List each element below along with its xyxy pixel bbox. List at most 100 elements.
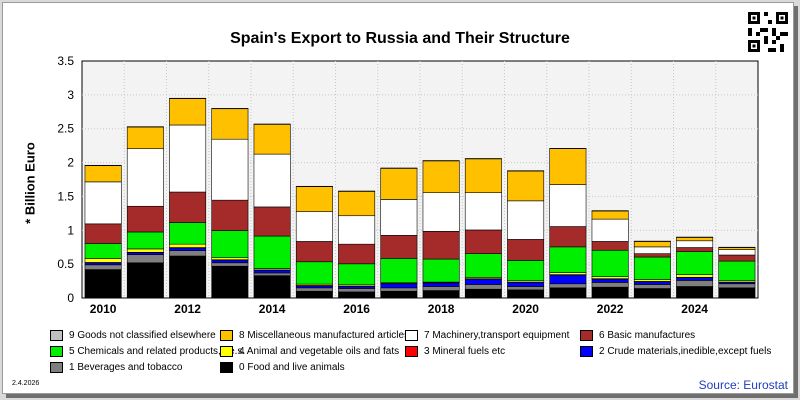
bar-segment (380, 258, 418, 284)
bar-segment (380, 168, 418, 200)
bar-segment (676, 237, 714, 242)
y-tick-label: 3.5 (57, 54, 74, 68)
bar-segment (295, 287, 333, 292)
legend-swatch (50, 330, 63, 341)
bar-segment (84, 181, 122, 225)
legend-label: 4 Animal and vegetable oils and fats (239, 346, 400, 357)
x-tick-label: 2016 (343, 302, 370, 316)
bar-segment (464, 278, 502, 285)
bar-segment (295, 241, 333, 263)
bar-segment (380, 235, 418, 259)
bar-segment (633, 284, 671, 289)
legend-item: 3 Mineral fuels etc (405, 346, 505, 357)
bar-segment (169, 243, 207, 248)
bar-segment (169, 255, 207, 299)
legend-swatch (405, 346, 418, 357)
legend-swatch (50, 346, 63, 357)
bar-segment (338, 288, 376, 293)
bar-segment (422, 258, 460, 283)
bar-segment (380, 290, 418, 299)
bar-segment (380, 283, 418, 289)
bar-segment (549, 246, 587, 273)
x-tick-label: 2020 (512, 302, 539, 316)
bar-segment (549, 283, 587, 289)
bar-segment (211, 265, 249, 299)
bar-segment (549, 184, 587, 227)
bar-segment (211, 199, 249, 231)
chart-title: Spain's Export to Russia and Their Struc… (230, 30, 570, 47)
legend-label: 0 Food and live animals (239, 362, 345, 373)
bar-segment (633, 288, 671, 299)
legend-item: 2 Crude materials,inedible,except fuels (580, 346, 771, 357)
bar-segment (253, 275, 291, 299)
legend-item: 7 Machinery,transport equipment (405, 330, 569, 341)
bar-segment (338, 263, 376, 286)
legend-label: 9 Goods not classified elsewhere (69, 330, 216, 341)
bar-segment (676, 247, 714, 252)
bar-segment (126, 205, 164, 233)
bar-segment (633, 253, 671, 258)
bar-segment (591, 276, 629, 280)
bar-segment (676, 251, 714, 275)
bar-segment (549, 226, 587, 248)
legend-swatch (580, 346, 593, 357)
legend-label: 2 Crude materials,inedible,except fuels (599, 346, 772, 357)
bar-segment (464, 288, 502, 299)
bar-segment (380, 199, 418, 236)
bar-segment (126, 252, 164, 255)
y-tick-label: 1 (67, 223, 74, 237)
bar-segment (84, 269, 122, 299)
bar-segment (676, 286, 714, 299)
bar-segment (676, 240, 714, 248)
bar-segment (338, 215, 376, 245)
legend-label: 8 Miscellaneous manufactured articles (239, 330, 410, 341)
bar-segment (507, 239, 545, 261)
legend-label: 1 Beverages and tobacco (69, 362, 183, 373)
legend-item: 5 Chemicals and related products,n.e.s. (50, 346, 245, 357)
legend-swatch (220, 362, 233, 373)
bar-segment (507, 289, 545, 299)
bar-segment (422, 160, 460, 194)
bar-segment (422, 282, 460, 287)
bar-segment (253, 153, 291, 208)
bar-segment (718, 249, 756, 256)
bar-segment (507, 286, 545, 291)
bar-segment (464, 192, 502, 231)
bar-segment (507, 200, 545, 240)
bar-segment (84, 165, 122, 183)
bar-segment (422, 286, 460, 291)
bar-segment (718, 287, 756, 299)
legend-item: 6 Basic manufactures (580, 330, 695, 341)
bar-segment (507, 260, 545, 282)
bar-segment (126, 262, 164, 299)
bar-segment (676, 280, 714, 287)
bar-segment (338, 291, 376, 299)
bar-segment (718, 247, 756, 250)
bar-segment (549, 148, 587, 185)
legend-label: 3 Mineral fuels etc (424, 346, 506, 357)
legend-label: 7 Machinery,transport equipment (424, 330, 570, 341)
bar-segment (169, 250, 207, 257)
source-label: Source: Eurostat (698, 378, 788, 392)
y-tick-label: 1.5 (57, 189, 74, 203)
bar-segment (84, 262, 122, 266)
bar-segment (169, 124, 207, 193)
legend-item: 1 Beverages and tobacco (50, 362, 182, 373)
bar-segment (253, 269, 291, 274)
legend-label: 6 Basic manufactures (599, 330, 696, 341)
bar-segment (253, 272, 291, 276)
bar-segment (464, 284, 502, 290)
bar-segment (211, 230, 249, 259)
legend-item: 9 Goods not classified elsewhere (50, 330, 216, 341)
bar-segment (253, 206, 291, 237)
legend-item: 4 Animal and vegetable oils and fats (220, 346, 399, 357)
legend-label: 5 Chemicals and related products,n.e.s. (69, 346, 246, 357)
bar-segment (422, 290, 460, 299)
bar-segment (591, 286, 629, 299)
bar-segment (253, 124, 291, 155)
bar-segment (295, 285, 333, 289)
bar-segment (84, 223, 122, 244)
bar-segment (633, 241, 671, 248)
x-tick-label: 2010 (90, 302, 117, 316)
bar-segment (718, 260, 756, 282)
